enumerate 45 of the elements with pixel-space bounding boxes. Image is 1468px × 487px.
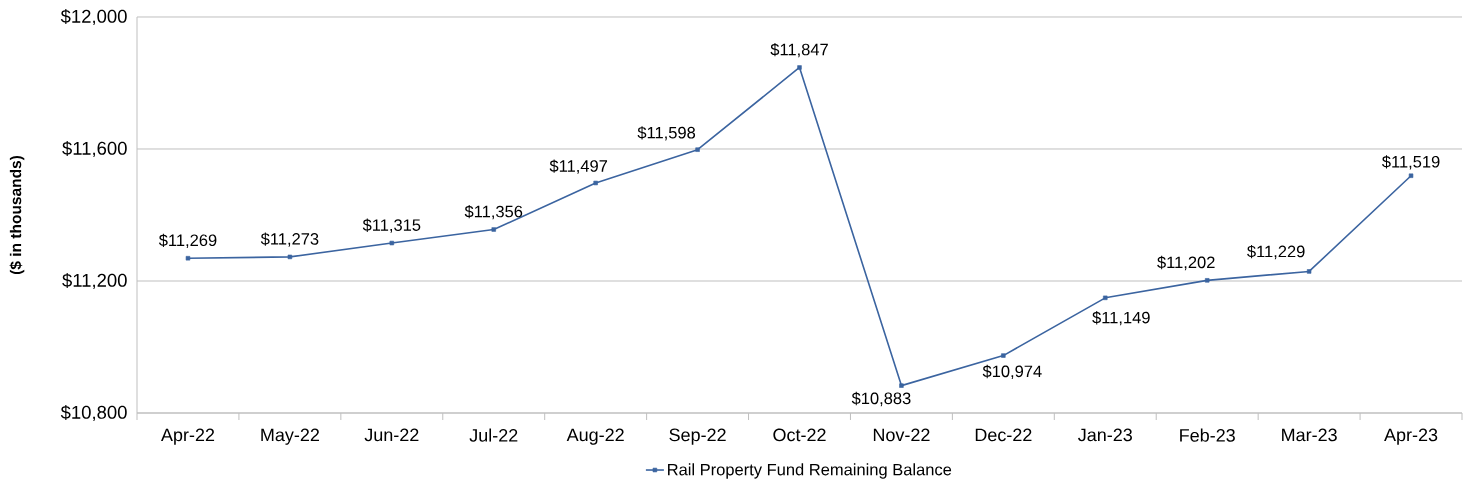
point	[389, 240, 395, 246]
point	[1204, 278, 1210, 283]
point	[593, 180, 598, 186]
x-tick-label: Mar-23	[1282, 428, 1337, 442]
data-label: $11,519	[1382, 155, 1440, 170]
x-tick-label: Jun-22	[364, 428, 419, 442]
x-tick-label: Jul-22	[469, 428, 518, 442]
point	[797, 65, 802, 70]
point	[1306, 269, 1312, 274]
y-tick-label: $11,200	[62, 272, 127, 290]
point	[899, 383, 904, 388]
data-label: $10,883	[851, 391, 911, 407]
data-label: $11,315	[362, 218, 421, 233]
data-label: $11,497	[549, 159, 608, 174]
y-tick-label: $12,000	[60, 8, 127, 26]
data-label: $11,202	[1157, 255, 1215, 271]
point	[1103, 295, 1108, 301]
data-label: $11,149	[1092, 311, 1150, 326]
x-tick-label: Dec-22	[975, 428, 1032, 442]
legend-label: Rail Property Fund Remaining Balance	[668, 463, 952, 479]
point	[185, 256, 191, 261]
x-tick-label: Sep-22	[669, 428, 726, 445]
point	[1408, 173, 1414, 178]
data-label: $11,269	[158, 233, 217, 249]
data-label: $11,847	[770, 42, 828, 58]
y-axis-title: ($ in thousands)	[9, 155, 25, 275]
x-tick-label: Apr-22	[160, 428, 215, 445]
x-tick-label: Feb-23	[1180, 428, 1235, 442]
data-label: $10,974	[982, 364, 1042, 380]
y-tick-label: $11,600	[62, 140, 127, 158]
y-tick-label: $10,800	[60, 404, 127, 422]
x-tick-label: Jan-23	[1078, 428, 1132, 442]
x-tick-label: Apr-23	[1384, 428, 1438, 445]
data-label: $11,356	[464, 204, 523, 220]
point	[491, 227, 496, 232]
x-tick-label: Nov-22	[873, 428, 930, 442]
data-label: $11,273	[260, 232, 319, 247]
data-label: $11,229	[1247, 244, 1305, 260]
x-tick-label: Oct-22	[773, 428, 826, 442]
data-label: $11,598	[637, 126, 696, 141]
x-tick-label: Aug-22	[566, 428, 624, 445]
x-tick-label: May-22	[261, 428, 319, 445]
point	[1001, 353, 1006, 358]
point	[695, 147, 700, 152]
point	[287, 254, 293, 260]
